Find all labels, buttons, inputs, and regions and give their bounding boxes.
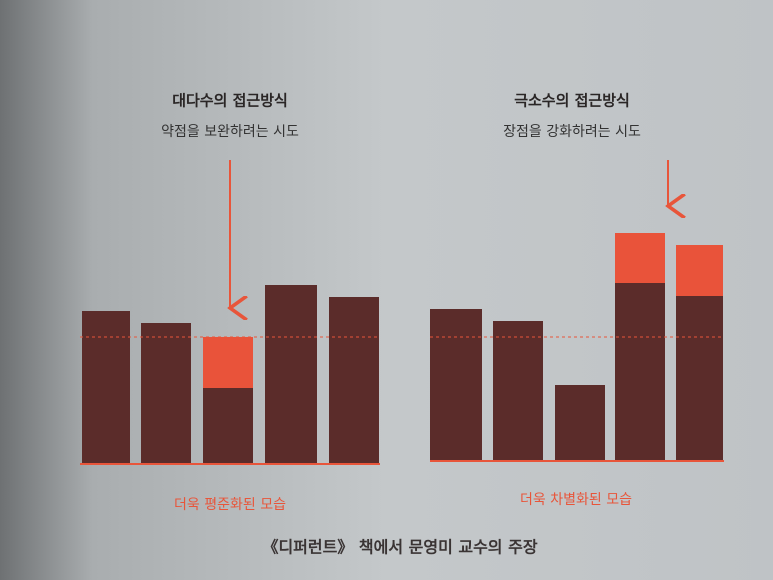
bar (141, 323, 191, 463)
bar (555, 385, 605, 461)
right-bars (430, 233, 724, 462)
left-title: 대다수의 접근방식 (172, 92, 288, 110)
bar (676, 296, 723, 461)
bar-highlight (676, 245, 723, 296)
bar (203, 388, 253, 463)
right-caption: 더욱 차별화된 모습 (520, 492, 632, 508)
left-caption: 더욱 평준화된 모습 (174, 497, 286, 513)
left-bars (80, 285, 380, 465)
footer: 《디퍼런트》 책에서 문영미 교수의 주장 (262, 538, 537, 557)
right-subtitle: 장점을 강화하려는 시도 (503, 124, 641, 140)
bar (493, 321, 543, 461)
left-subtitle: 약점을 보완하려는 시도 (161, 124, 299, 140)
right-title: 극소수의 접근방식 (514, 92, 630, 110)
bar (329, 297, 379, 463)
bar (82, 311, 130, 463)
bar-highlight (203, 337, 253, 388)
bar-highlight (615, 233, 665, 283)
bar (265, 285, 317, 463)
bar (430, 309, 482, 461)
bar (615, 283, 665, 461)
